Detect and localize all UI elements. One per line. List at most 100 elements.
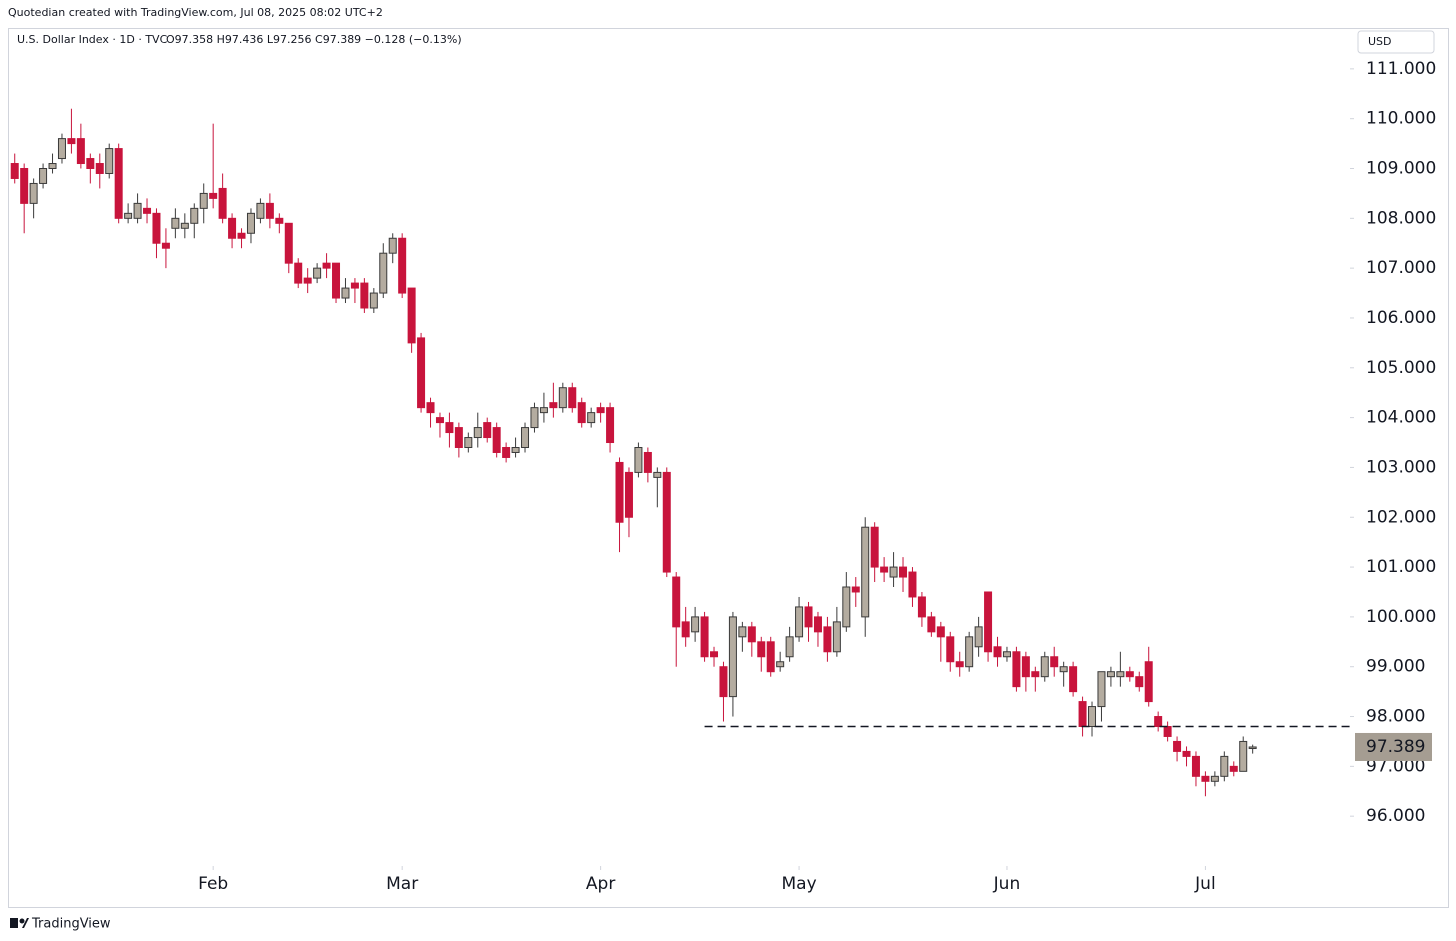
candle-body (256, 202, 265, 219)
candle-body (1040, 656, 1049, 678)
candle-body (1088, 706, 1097, 728)
y-tick-label: 102.000 (1366, 507, 1436, 527)
candle-body (889, 566, 898, 578)
candle-body (785, 636, 794, 658)
candle-body (1154, 716, 1163, 728)
candle-body (435, 417, 444, 424)
candle-body (624, 471, 633, 518)
candle-body (313, 267, 322, 279)
candle-body (1059, 666, 1068, 673)
candle-body (218, 187, 227, 219)
y-tick-label: 101.000 (1366, 557, 1436, 577)
candle-body (776, 661, 785, 668)
candle-body (955, 661, 964, 668)
candle-body (86, 158, 95, 170)
candle-body (710, 651, 719, 658)
candle-body (700, 616, 709, 658)
y-tick-label: 103.000 (1366, 457, 1436, 477)
candle-body (681, 621, 690, 638)
candle-body (795, 606, 804, 638)
candle-body (899, 566, 908, 578)
candle-body (483, 422, 492, 439)
candle-body (974, 626, 983, 648)
candle-body (606, 407, 615, 444)
candle-body (1012, 651, 1021, 688)
candle-body (568, 387, 577, 409)
candle-body (738, 626, 747, 638)
candle-body (653, 471, 662, 478)
candle-body (728, 616, 737, 698)
ohlc-text: O97.358 H97.436 L97.256 C97.389 −0.128 (… (166, 33, 462, 46)
x-tick-label: Jun (993, 874, 1021, 894)
candle-body (199, 192, 208, 209)
candle-body (1210, 775, 1219, 782)
y-tick-label: 97.000 (1366, 756, 1425, 776)
candle-body (832, 621, 841, 653)
candle-body (936, 626, 945, 638)
candle-body (1021, 656, 1030, 678)
candle-body (946, 636, 955, 663)
candle-body (180, 222, 189, 229)
y-tick-label: 96.000 (1366, 806, 1425, 826)
candle-body (813, 616, 822, 633)
candle-body (1078, 701, 1087, 728)
x-tick-label: Mar (386, 874, 418, 894)
candle-body (275, 217, 284, 224)
candle-body (228, 217, 237, 239)
candle-body (1248, 746, 1257, 750)
candle-body (161, 242, 170, 249)
candle-body (927, 616, 936, 633)
candle-body (190, 207, 199, 224)
candle-body (662, 471, 671, 573)
candle-body (530, 407, 539, 429)
candle-body (124, 212, 133, 219)
candle-body (360, 282, 369, 309)
x-tick-label: Jul (1194, 874, 1216, 894)
candle-body (171, 217, 180, 229)
y-tick-label: 109.000 (1366, 159, 1436, 179)
currency-box[interactable] (1357, 30, 1435, 54)
candle-body (634, 447, 643, 473)
candle-body (1201, 775, 1210, 782)
y-tick-label: 111.000 (1366, 59, 1436, 79)
candle-body (870, 526, 879, 568)
candle-body (1173, 740, 1182, 752)
candle-body (643, 451, 652, 473)
candle-body (105, 148, 114, 174)
candle-body (842, 586, 851, 628)
candle-body (880, 566, 889, 573)
last-price-label: 97.389 (1366, 737, 1425, 757)
candle-body (823, 626, 832, 653)
candle-body (672, 576, 681, 628)
candle-body (369, 292, 378, 309)
candle-body (984, 591, 993, 653)
candle-body (407, 287, 416, 344)
candle-body (1106, 671, 1115, 678)
candle-body (473, 427, 482, 439)
candle-body (1031, 671, 1040, 678)
logo (10, 918, 29, 928)
candle-body (133, 202, 142, 219)
candle-body (908, 571, 917, 598)
candle-body (29, 182, 38, 204)
candle-body (20, 168, 29, 204)
last-price-box (1355, 732, 1432, 761)
candle-body (388, 237, 397, 254)
candle-body (426, 402, 435, 414)
currency: USD (1368, 35, 1392, 48)
candle-body (284, 222, 293, 264)
candle-body (350, 282, 359, 289)
y-tick-label: 104.000 (1366, 408, 1436, 428)
y-tick-label: 99.000 (1366, 657, 1425, 677)
candle-body (1135, 676, 1144, 688)
x-tick-label: Apr (586, 874, 615, 894)
x-tick-label: Feb (198, 874, 228, 894)
candle-body (417, 337, 426, 409)
candle-body (265, 202, 274, 219)
candle-body (861, 526, 870, 618)
candle-body (1002, 651, 1011, 658)
candle-body (209, 192, 218, 199)
candle-body (691, 616, 700, 633)
candle-body (1116, 671, 1125, 678)
y-tick-label: 110.000 (1366, 109, 1436, 129)
